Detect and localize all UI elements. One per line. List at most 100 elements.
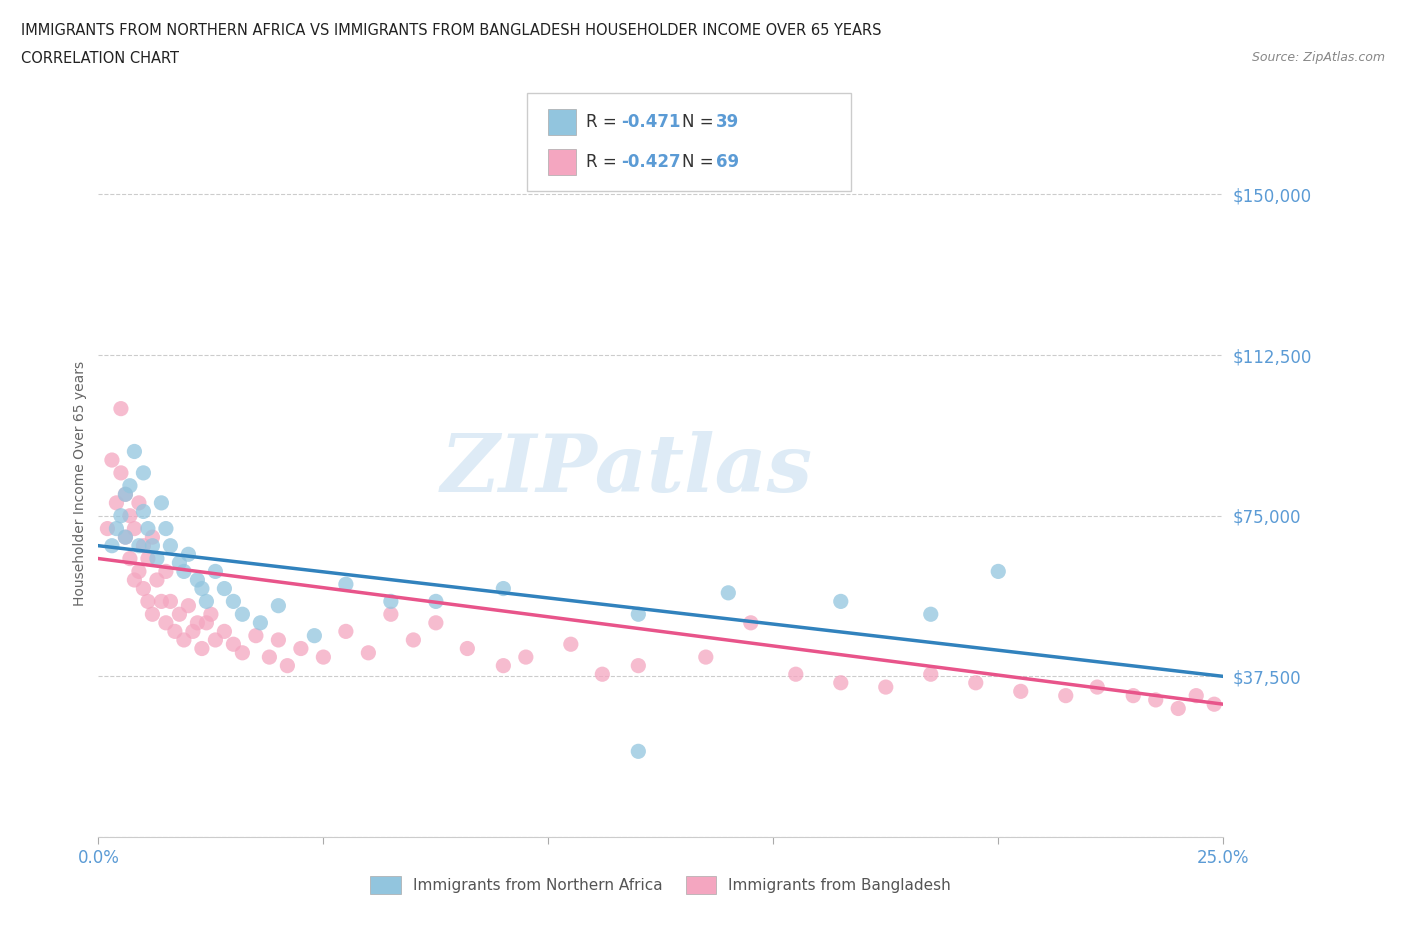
Point — [267, 598, 290, 613]
Point — [150, 594, 173, 609]
Point — [591, 667, 613, 682]
Point — [425, 594, 447, 609]
Point — [110, 401, 132, 416]
Point — [200, 606, 222, 621]
Point — [1122, 688, 1144, 703]
Point — [276, 658, 298, 673]
Point — [335, 624, 357, 639]
Point — [627, 744, 650, 759]
Point — [132, 504, 155, 519]
Point — [492, 658, 515, 673]
Point — [920, 606, 942, 621]
Point — [259, 650, 281, 665]
Point — [114, 487, 136, 502]
Point — [181, 624, 204, 639]
Point — [128, 564, 150, 578]
Point — [173, 564, 195, 578]
Point — [965, 675, 987, 690]
Point — [312, 650, 335, 665]
Text: 39: 39 — [716, 113, 740, 131]
Point — [118, 509, 141, 524]
Point — [830, 675, 852, 690]
Point — [163, 624, 186, 639]
Point — [186, 573, 208, 588]
Point — [1185, 688, 1208, 703]
Point — [357, 645, 380, 660]
Point — [177, 598, 200, 613]
Point — [195, 594, 218, 609]
Point — [627, 606, 650, 621]
Point — [105, 496, 128, 511]
Point — [186, 616, 208, 631]
Y-axis label: Householder Income Over 65 years: Householder Income Over 65 years — [73, 361, 87, 606]
Point — [920, 667, 942, 682]
Point — [222, 594, 245, 609]
Point — [425, 616, 447, 631]
Point — [204, 564, 226, 578]
Point — [159, 594, 181, 609]
Point — [1010, 684, 1032, 698]
Point — [222, 637, 245, 652]
Point — [169, 555, 191, 570]
Point — [114, 530, 136, 545]
Point — [136, 521, 159, 536]
Point — [785, 667, 807, 682]
Point — [830, 594, 852, 609]
Text: Source: ZipAtlas.com: Source: ZipAtlas.com — [1251, 51, 1385, 64]
Text: CORRELATION CHART: CORRELATION CHART — [21, 51, 179, 66]
Text: N =: N = — [682, 153, 718, 171]
Point — [114, 530, 136, 545]
Point — [1054, 688, 1077, 703]
Point — [124, 573, 146, 588]
Point — [101, 538, 124, 553]
Point — [875, 680, 897, 695]
Point — [267, 632, 290, 647]
Point — [191, 581, 214, 596]
Point — [560, 637, 582, 652]
Point — [169, 606, 191, 621]
Point — [380, 594, 402, 609]
Point — [231, 645, 253, 660]
Point — [128, 538, 150, 553]
Point — [146, 573, 169, 588]
Point — [146, 551, 169, 566]
Point — [515, 650, 537, 665]
Point — [1144, 693, 1167, 708]
Point — [204, 632, 226, 647]
Point — [155, 521, 177, 536]
Point — [231, 606, 253, 621]
Legend: Immigrants from Northern Africa, Immigrants from Bangladesh: Immigrants from Northern Africa, Immigra… — [364, 870, 957, 900]
Point — [304, 629, 326, 644]
Point — [101, 453, 124, 468]
Point — [118, 551, 141, 566]
Text: -0.427: -0.427 — [621, 153, 681, 171]
Text: IMMIGRANTS FROM NORTHERN AFRICA VS IMMIGRANTS FROM BANGLADESH HOUSEHOLDER INCOME: IMMIGRANTS FROM NORTHERN AFRICA VS IMMIG… — [21, 23, 882, 38]
Point — [173, 632, 195, 647]
Point — [191, 641, 214, 656]
Text: N =: N = — [682, 113, 718, 131]
Text: 69: 69 — [716, 153, 738, 171]
Point — [402, 632, 425, 647]
Point — [245, 629, 267, 644]
Point — [124, 444, 146, 458]
Point — [110, 509, 132, 524]
Point — [141, 530, 163, 545]
Point — [132, 465, 155, 480]
Point — [717, 585, 740, 600]
Point — [159, 538, 181, 553]
Point — [335, 577, 357, 591]
Point — [136, 594, 159, 609]
Text: -0.471: -0.471 — [621, 113, 681, 131]
Point — [1085, 680, 1108, 695]
Text: R =: R = — [586, 113, 623, 131]
Point — [96, 521, 118, 536]
Point — [1167, 701, 1189, 716]
Point — [214, 581, 236, 596]
Point — [456, 641, 478, 656]
Point — [987, 564, 1010, 578]
Point — [695, 650, 717, 665]
Point — [155, 564, 177, 578]
Text: ZIPatlas: ZIPatlas — [441, 431, 813, 508]
Point — [128, 496, 150, 511]
Point — [1204, 697, 1226, 711]
